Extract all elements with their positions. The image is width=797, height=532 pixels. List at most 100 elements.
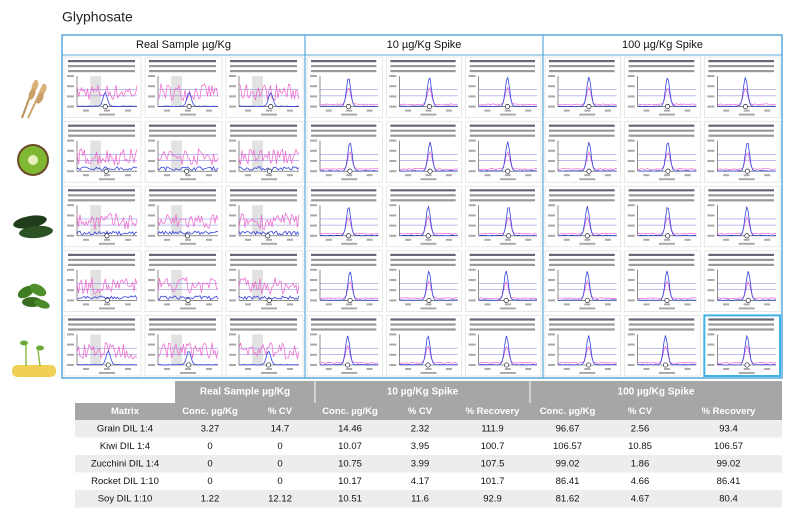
thumbnail-tick-label [389, 224, 397, 227]
integration-region [90, 269, 101, 301]
table-cell: 106.57 [553, 441, 582, 452]
thumbnail-tick-label [548, 139, 555, 142]
thumbnail-caption [708, 323, 774, 326]
thumbnail-axis-title [738, 242, 755, 245]
thumbnail-caption [549, 328, 615, 331]
thumbnail-tick-label [148, 105, 155, 108]
trace-qualifier [319, 152, 379, 171]
thumbnail-caption [628, 323, 695, 326]
thumbnail-tick-label [310, 299, 317, 302]
thumbnail-tick-label [229, 204, 236, 207]
thumbnail-tick-label [468, 170, 476, 173]
thumbnail-caption [311, 65, 377, 68]
thumbnail-caption [230, 124, 297, 127]
trace-quantifier [399, 77, 458, 108]
thumbnail-tick-label [389, 75, 397, 77]
trace-quantifier [478, 207, 538, 237]
thumbnail-caption [68, 323, 135, 326]
thumbnail-tick-label [67, 289, 74, 292]
thumbnail-caption [230, 189, 297, 192]
trace-qualifier [238, 147, 300, 166]
thumbnail-caption [708, 258, 774, 261]
thumbnail-caption [469, 129, 535, 132]
thumbnail-axis-title [499, 178, 516, 181]
table-row [75, 490, 782, 508]
thumbnail-tick-label [548, 224, 555, 227]
thumbnail-tick-label [584, 109, 591, 112]
thumbnail-tick-label [104, 109, 110, 112]
column-header: % Recovery [466, 406, 521, 417]
thumbnail-tick-label [584, 368, 591, 370]
table-cell: 93.4 [719, 423, 738, 434]
thumbnail-axis-title [659, 242, 675, 245]
thumbnail-caption [149, 60, 216, 63]
thumbnail-tick-label [548, 75, 555, 77]
trace-quantifier [76, 295, 138, 300]
thumbnail-tick-label [604, 109, 611, 112]
thumbnail-tick-label [67, 333, 74, 336]
thumbnail-caption [230, 70, 297, 73]
peak-marker [504, 362, 510, 368]
thumbnail-tick-label [148, 149, 155, 152]
thumbnail-tick-label [229, 333, 236, 336]
thumbnail-tick-label [707, 160, 715, 162]
trace-qualifier [557, 279, 617, 300]
trace-qualifier [238, 276, 300, 296]
thumbnail-tick-label [148, 333, 155, 336]
trace-quantifier [320, 142, 379, 172]
table-cell: 86.41 [556, 476, 580, 487]
trace-qualifier [157, 276, 219, 294]
trace-qualifier [319, 87, 379, 106]
trace-quantifier [637, 335, 697, 366]
table-cell: 10.85 [628, 441, 652, 452]
thumbnail-tick-label [548, 353, 555, 356]
thumbnail-tick-label [148, 353, 155, 356]
thumbnail-tick-label [548, 289, 555, 292]
trace-quantifier [399, 141, 458, 172]
thumbnail-caption [390, 189, 456, 192]
thumbnail-tick-label [185, 303, 191, 306]
thumbnail-caption [149, 65, 216, 68]
peak-marker [586, 104, 592, 110]
table-cell: 4.17 [411, 476, 430, 487]
trace-qualifier [399, 345, 458, 364]
group-header: Real Sample µg/Kg [200, 387, 290, 398]
table-cell: 4.66 [631, 476, 650, 487]
trace-qualifier [320, 217, 379, 235]
thumbnail-tick-label [484, 174, 491, 177]
integration-region [171, 76, 182, 107]
peak-marker [186, 362, 192, 368]
thumbnail-caption [390, 318, 456, 321]
thumbnail-tick-label [104, 303, 110, 306]
thumbnail-tick-label [707, 333, 715, 336]
thumbnail-tick-label [67, 75, 74, 77]
thumbnail-axis-title [738, 372, 755, 374]
thumbnail-caption [390, 65, 456, 68]
thumbnail-tick-label [604, 174, 611, 177]
thumbnail-tick-label [468, 149, 476, 152]
thumbnail-tick-label [604, 303, 611, 306]
thumbnail-tick-label [604, 368, 611, 370]
thumbnail-caption [230, 323, 297, 326]
thumbnail-tick-label [627, 95, 635, 98]
thumbnail-tick-label [468, 333, 476, 336]
thumbnail-caption [708, 194, 774, 197]
thumbnail-tick-label [707, 234, 715, 237]
trace-qualifier [717, 216, 777, 235]
column-header: % CV [408, 406, 433, 417]
thumbnail-tick-label [310, 204, 317, 207]
thumbnail-caption [68, 328, 135, 331]
thumbnail-tick-label [707, 279, 715, 281]
trace-quantifier [637, 77, 697, 108]
peak-marker [742, 104, 749, 110]
trace-quantifier [319, 271, 379, 301]
trace-qualifier [76, 84, 138, 101]
thumbnail-tick-label [468, 343, 476, 346]
thumbnail-tick-label [604, 238, 611, 241]
thumbnail-tick-label [125, 109, 131, 112]
thumbnail-caption [311, 199, 377, 202]
thumbnail-caption [68, 253, 135, 256]
thumbnail-tick-label [468, 214, 476, 217]
trace-qualifier [76, 213, 138, 230]
thumbnail-caption [549, 129, 615, 132]
